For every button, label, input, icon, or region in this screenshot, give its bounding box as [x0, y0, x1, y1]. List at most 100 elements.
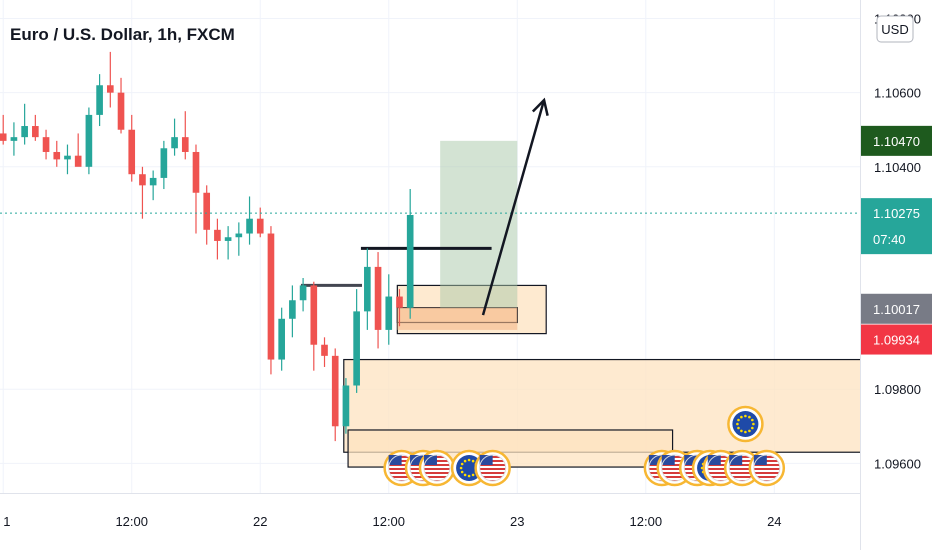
candle — [289, 285, 296, 338]
target-box — [440, 140, 518, 308]
event-layer — [383, 405, 786, 487]
price-tick-label: 1.10400 — [874, 160, 921, 175]
candle-body — [171, 137, 178, 149]
candle-body — [331, 355, 339, 427]
candle — [128, 114, 136, 182]
candle-body — [85, 114, 93, 167]
eu-flag-star — [467, 474, 471, 478]
eu-flag-star — [740, 429, 743, 433]
price-badge-value: 1.09934 — [873, 333, 920, 348]
us-flag-edge — [753, 454, 781, 482]
us-flag-icon[interactable] — [748, 449, 786, 487]
candle-body — [224, 237, 232, 241]
candle-body — [53, 151, 61, 160]
us-flag-canton — [648, 455, 662, 465]
candle — [0, 114, 7, 145]
candle-body — [128, 129, 136, 175]
chart-title: Euro / U.S. Dollar, 1h, FXCM — [10, 25, 235, 44]
candle-body — [74, 155, 82, 167]
candle-body — [278, 318, 285, 360]
candle — [396, 289, 403, 327]
eu-flag-star — [748, 429, 751, 433]
us-flag-canton — [753, 455, 767, 465]
price-badge-bg — [861, 125, 932, 156]
candle-body — [192, 151, 200, 193]
price-tick-label: 1.10600 — [874, 86, 921, 101]
eu-flag-field — [456, 455, 483, 481]
candle — [342, 378, 350, 434]
candle — [139, 166, 146, 219]
currency-button[interactable]: USD — [876, 15, 914, 43]
candle-body — [374, 266, 382, 330]
candle — [181, 111, 189, 160]
eu-flag-icon[interactable] — [727, 405, 764, 443]
eu-flag-star — [460, 470, 464, 474]
us-flag-canton — [423, 455, 437, 465]
eu-flag-star — [744, 414, 747, 418]
candle — [21, 103, 28, 145]
price-tick-label: 1.09800 — [874, 382, 921, 397]
candle-body — [385, 296, 393, 330]
candle — [331, 348, 339, 442]
time-tick-label: 12:00 — [630, 514, 663, 529]
candle — [149, 170, 157, 201]
eu-flag-star — [463, 459, 467, 463]
price-badge-value: 1.10017 — [873, 302, 920, 317]
candle — [256, 207, 264, 238]
us-flag-canton — [684, 455, 698, 465]
candle-body — [10, 137, 18, 141]
candle-body — [149, 177, 157, 186]
candle — [310, 281, 318, 371]
projection-arrow — [481, 97, 549, 316]
time-tick-label: 12:00 — [115, 514, 148, 529]
candle-body — [139, 174, 146, 186]
time-tick-label: 23 — [510, 514, 524, 529]
candle-body — [160, 148, 168, 178]
candle-body — [235, 233, 243, 238]
candle — [42, 129, 50, 160]
time-tick-label: 12:00 — [372, 514, 405, 529]
candle-body — [64, 155, 71, 160]
candle — [214, 218, 221, 260]
plot-area[interactable] — [0, 51, 865, 487]
candle — [117, 77, 125, 134]
us-flag-icon[interactable] — [418, 449, 456, 487]
price-badge-countdown: 07:40 — [873, 232, 906, 247]
price-badge: 1.10275 07:40 — [861, 198, 932, 255]
us-flag-edge — [479, 454, 507, 482]
currency-button-label: USD — [881, 22, 908, 37]
candle — [64, 144, 71, 175]
candle — [171, 118, 178, 156]
candle-body — [96, 85, 103, 115]
eu-flag-star — [737, 426, 740, 430]
candle-body — [364, 266, 371, 312]
candle — [321, 337, 328, 367]
eu-flag-star — [740, 415, 743, 419]
candle-body — [214, 229, 221, 241]
price-badge: 1.10470 — [861, 125, 932, 156]
candle — [192, 144, 200, 234]
candle-body — [32, 126, 39, 138]
candle-body — [353, 311, 360, 386]
price-labels: 1.10470 1.10275 07:40 1.10017 1.09934 — [861, 125, 932, 355]
price-badge-bg — [861, 198, 932, 255]
eu-flag-star — [751, 426, 754, 430]
eu-flag-star — [460, 462, 464, 466]
us-flag-icon[interactable] — [474, 449, 511, 487]
eu-flag-star — [751, 418, 754, 422]
us-flag-canton — [388, 455, 402, 465]
us-flag-canton — [410, 455, 424, 465]
candle-body — [42, 137, 50, 152]
eu-flag-star — [736, 422, 739, 426]
candle-body — [256, 218, 264, 234]
price-badge-value: 1.10470 — [873, 134, 920, 149]
candle-body — [406, 214, 414, 308]
eu-flag-star — [737, 418, 740, 422]
time-axis[interactable]: 1 12:00 22 12:00 23 12:00 24 — [3, 514, 781, 529]
candle — [364, 248, 371, 330]
candle-body — [396, 296, 403, 308]
candle — [374, 252, 382, 349]
candle — [299, 278, 307, 312]
arrow-head — [531, 97, 549, 116]
